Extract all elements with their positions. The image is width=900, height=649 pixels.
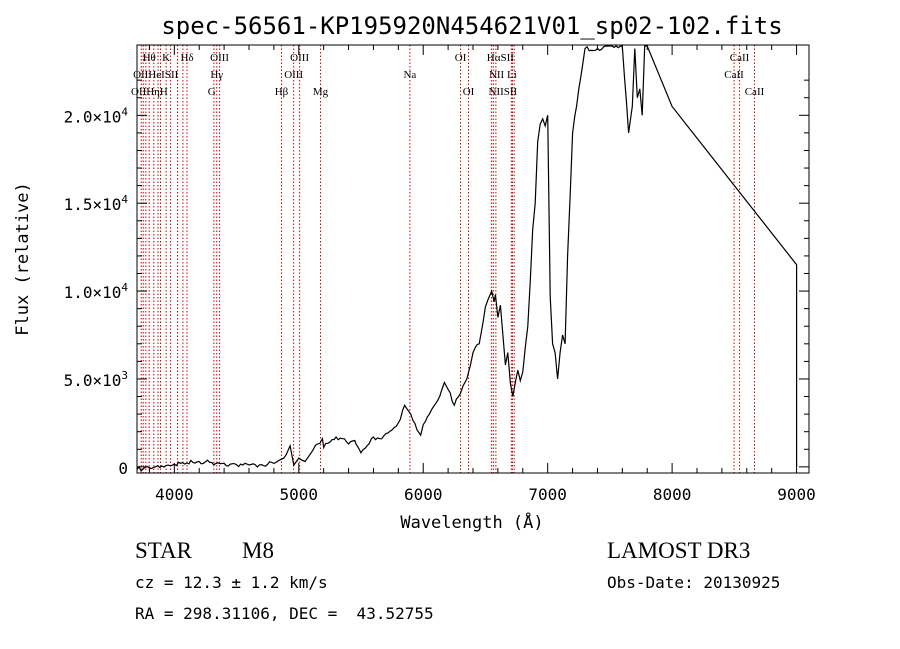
line-label: CaII — [730, 52, 750, 64]
line-label: NII Li — [489, 69, 517, 81]
observation-date: Obs-Date: 20130925 — [607, 573, 781, 592]
x-tick-label: 4000 — [155, 485, 194, 504]
y-tick-label: 5.0×103 — [64, 369, 128, 390]
spectrum-chart: spec-56561-KP195920N454621V01_sp02-102.f… — [13, 12, 816, 533]
survey-label: LAMOST DR3 — [607, 538, 751, 563]
x-tick-label: 6000 — [404, 485, 443, 504]
line-label: Hθ — [143, 52, 156, 64]
line-label: OI — [463, 86, 475, 98]
line-label: OI — [455, 52, 467, 64]
line-label: OIIHeISII — [133, 69, 179, 81]
line-label: Hβ — [275, 86, 289, 98]
line-label: OIII — [210, 52, 229, 64]
x-tick-label: 7000 — [528, 485, 567, 504]
plot-frame — [136, 44, 810, 474]
y-tick-label: 2.0×104 — [64, 105, 129, 126]
object-subclass: M8 — [242, 538, 274, 563]
line-label: Hδ — [180, 52, 193, 64]
line-label: K — [162, 52, 170, 64]
line-label: Na — [403, 69, 416, 81]
line-label: G — [208, 86, 216, 98]
line-label: NIISII — [489, 86, 518, 98]
line-label: HαSII — [487, 52, 514, 64]
redshift-value: cz = 12.3 ± 1.2 km/s — [135, 573, 328, 592]
x-axis-label: Wavelength (Å) — [400, 511, 543, 533]
x-tick-label: 5000 — [280, 485, 319, 504]
line-label: CaII — [745, 86, 765, 98]
line-label: Hγ — [210, 69, 223, 81]
x-tick-label: 8000 — [653, 485, 692, 504]
line-label: CaII — [724, 69, 744, 81]
flux-series-line — [136, 45, 798, 473]
line-label: Mg — [313, 86, 329, 98]
chart-title: spec-56561-KP195920N454621V01_sp02-102.f… — [161, 12, 782, 40]
y-axis-label: Flux (relative) — [13, 182, 33, 336]
object-class: STAR — [135, 538, 192, 563]
line-label: OIIHηH — [131, 86, 168, 98]
line-label: OIII — [290, 52, 309, 64]
axis-tick-labels: 4000 5000 6000 7000 8000 9000 0 5.0×103 1.0×104 1… — [64, 105, 816, 504]
axis-ticks — [137, 45, 809, 473]
x-tick-label: 9000 — [777, 485, 816, 504]
y-tick-label: 1.5×104 — [64, 193, 129, 214]
coordinates: RA = 298.31106, DEC = 43.52755 — [135, 604, 434, 623]
y-tick-label: 1.0×104 — [64, 281, 129, 302]
line-label: OIII — [284, 69, 303, 81]
emission-line-labels: Hθ K Hδ OIII OIII OI HαSII CaII OIIHeISII Hγ OIII N… — [131, 52, 765, 98]
emission-line-markers — [140, 45, 755, 473]
y-tick-label: 0 — [118, 459, 128, 478]
